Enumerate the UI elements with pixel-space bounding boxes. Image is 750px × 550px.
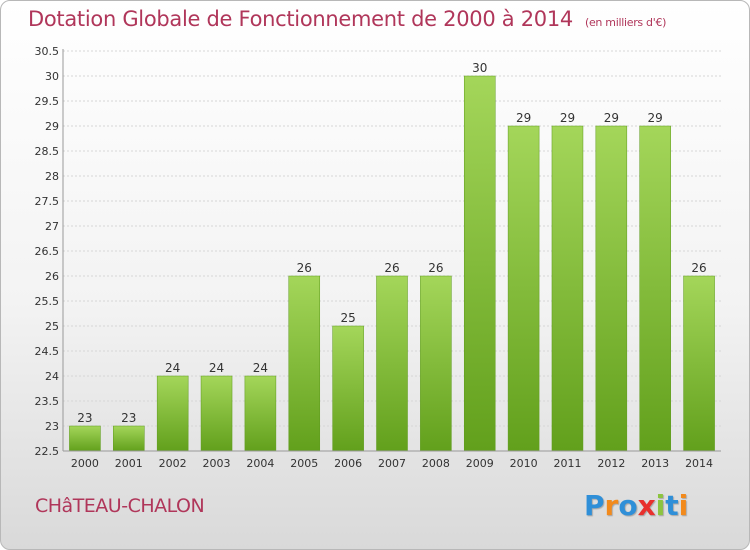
y-tick-label: 26.5 bbox=[35, 245, 60, 258]
y-tick-label: 22.5 bbox=[35, 445, 60, 458]
x-tick-label: 2004 bbox=[246, 457, 274, 470]
y-tick-label: 29 bbox=[45, 120, 59, 133]
x-tick-label: 2005 bbox=[290, 457, 318, 470]
data-label-2013: 29 bbox=[648, 111, 663, 125]
x-tick-label: 2007 bbox=[378, 457, 406, 470]
proxiti-logo: Proxiti bbox=[584, 489, 688, 522]
x-axis-ticks: 2000 2001 2002 2003 2004 2005 2006 2007 2008 2009… bbox=[71, 457, 713, 470]
bar-2003 bbox=[200, 375, 233, 452]
chart-subtitle: (en milliers d'€) bbox=[584, 16, 667, 29]
x-tick-label: 2014 bbox=[685, 457, 713, 470]
commune-name: CHâTEAU-CHALON bbox=[35, 495, 205, 517]
data-label-2005: 26 bbox=[297, 261, 312, 275]
logo-letter: r bbox=[604, 489, 619, 522]
data-label-2004: 24 bbox=[253, 361, 268, 375]
y-tick-label: 23.5 bbox=[35, 395, 60, 408]
x-tick-label: 2009 bbox=[466, 457, 494, 470]
bar-2006 bbox=[332, 325, 364, 452]
x-tick-label: 2000 bbox=[71, 457, 99, 470]
logo-letter: i bbox=[655, 489, 666, 522]
x-tick-label: 2010 bbox=[510, 457, 538, 470]
chart-title-row: Dotation Globale de Fonctionnement de 20… bbox=[28, 7, 666, 31]
bar-2000 bbox=[69, 425, 101, 452]
y-tick-label: 28.5 bbox=[35, 145, 60, 158]
bar-2007 bbox=[376, 275, 408, 452]
data-label-2002: 24 bbox=[165, 361, 180, 375]
data-label-2011: 29 bbox=[560, 111, 575, 125]
data-label-2006: 25 bbox=[340, 311, 355, 325]
y-tick-label: 24 bbox=[45, 370, 59, 383]
y-tick-label: 26 bbox=[45, 270, 59, 283]
logo-letter: t bbox=[665, 489, 679, 522]
data-label-2014: 26 bbox=[691, 261, 706, 275]
bar-2011 bbox=[551, 125, 584, 452]
axes bbox=[62, 49, 721, 452]
y-tick-label: 25 bbox=[45, 320, 59, 333]
x-tick-label: 2008 bbox=[422, 457, 450, 470]
data-label-2007: 26 bbox=[384, 261, 399, 275]
y-tick-label: 29.5 bbox=[35, 95, 60, 108]
data-label-2010: 29 bbox=[516, 111, 531, 125]
bar-2001 bbox=[113, 425, 145, 452]
bar-2009 bbox=[463, 75, 496, 452]
bar-2005 bbox=[288, 275, 321, 452]
x-tick-label: 2001 bbox=[115, 457, 143, 470]
x-tick-label: 2012 bbox=[597, 457, 625, 470]
y-tick-label: 30 bbox=[45, 70, 59, 83]
data-labels: 23 23 24 24 24 26 25 26 26 30 29 29 29 29 26 bbox=[77, 61, 706, 425]
x-tick-label: 2006 bbox=[334, 457, 362, 470]
y-axis-ticks: 22.5 23 23.5 24 24.5 25 25.5 26 26.5 27 27.5 28 28.5… bbox=[35, 45, 60, 458]
x-tick-label: 2003 bbox=[203, 457, 231, 470]
chart-title: Dotation Globale de Fonctionnement de 20… bbox=[28, 7, 573, 31]
bar-2008 bbox=[420, 275, 452, 452]
data-label-2012: 29 bbox=[604, 111, 619, 125]
logo-letter: i bbox=[678, 489, 689, 522]
data-label-2001: 23 bbox=[121, 411, 136, 425]
bar-2012 bbox=[595, 125, 628, 452]
logo-letter: P bbox=[584, 489, 605, 522]
data-label-2000: 23 bbox=[77, 411, 92, 425]
bar-2013 bbox=[639, 125, 671, 452]
y-tick-label: 23 bbox=[45, 420, 59, 433]
bars bbox=[69, 75, 715, 452]
logo-letter: x bbox=[637, 489, 656, 522]
y-tick-label: 27 bbox=[45, 220, 59, 233]
y-tick-label: 24.5 bbox=[35, 345, 60, 358]
y-tick-label: 28 bbox=[45, 170, 59, 183]
data-label-2009: 30 bbox=[472, 61, 487, 75]
logo-letter: o bbox=[618, 489, 638, 522]
y-tick-label: 25.5 bbox=[35, 295, 60, 308]
x-tick-label: 2011 bbox=[553, 457, 581, 470]
bar-2014 bbox=[683, 275, 715, 452]
y-tick-label: 30.5 bbox=[35, 45, 60, 58]
x-tick-label: 2013 bbox=[641, 457, 669, 470]
bar-2004 bbox=[244, 375, 277, 452]
bar-2002 bbox=[156, 375, 189, 452]
x-tick-label: 2002 bbox=[159, 457, 187, 470]
bar-2010 bbox=[507, 125, 540, 452]
y-tick-label: 27.5 bbox=[35, 195, 60, 208]
data-label-2003: 24 bbox=[209, 361, 224, 375]
data-label-2008: 26 bbox=[428, 261, 443, 275]
